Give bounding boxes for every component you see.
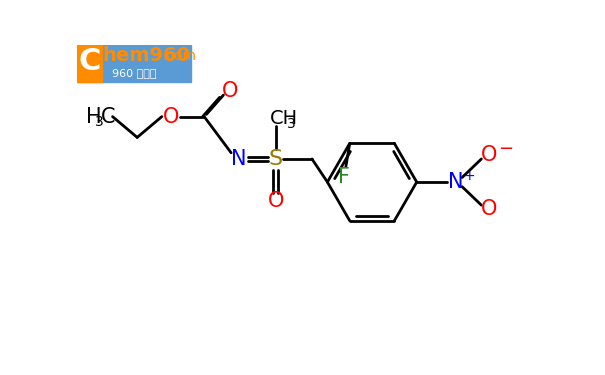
Text: −: − xyxy=(499,140,514,158)
Text: O: O xyxy=(163,106,179,127)
Text: N: N xyxy=(448,172,463,192)
Text: H: H xyxy=(87,106,102,127)
Bar xyxy=(77,45,191,82)
Text: 3: 3 xyxy=(95,115,103,129)
Text: 3: 3 xyxy=(287,117,295,131)
Text: O: O xyxy=(481,199,497,219)
Text: S: S xyxy=(269,149,283,169)
Text: F: F xyxy=(338,167,350,187)
Text: hem960: hem960 xyxy=(102,46,191,65)
Text: C: C xyxy=(101,106,116,127)
Bar xyxy=(77,45,102,82)
Text: O: O xyxy=(221,81,238,101)
Text: O: O xyxy=(267,191,284,211)
Text: 960 化工网: 960 化工网 xyxy=(112,68,156,78)
Text: C: C xyxy=(78,48,100,76)
Text: +: + xyxy=(463,169,476,183)
Text: .com: .com xyxy=(163,49,197,63)
Text: CH: CH xyxy=(270,110,298,128)
Text: O: O xyxy=(481,145,497,165)
Text: N: N xyxy=(231,149,247,169)
